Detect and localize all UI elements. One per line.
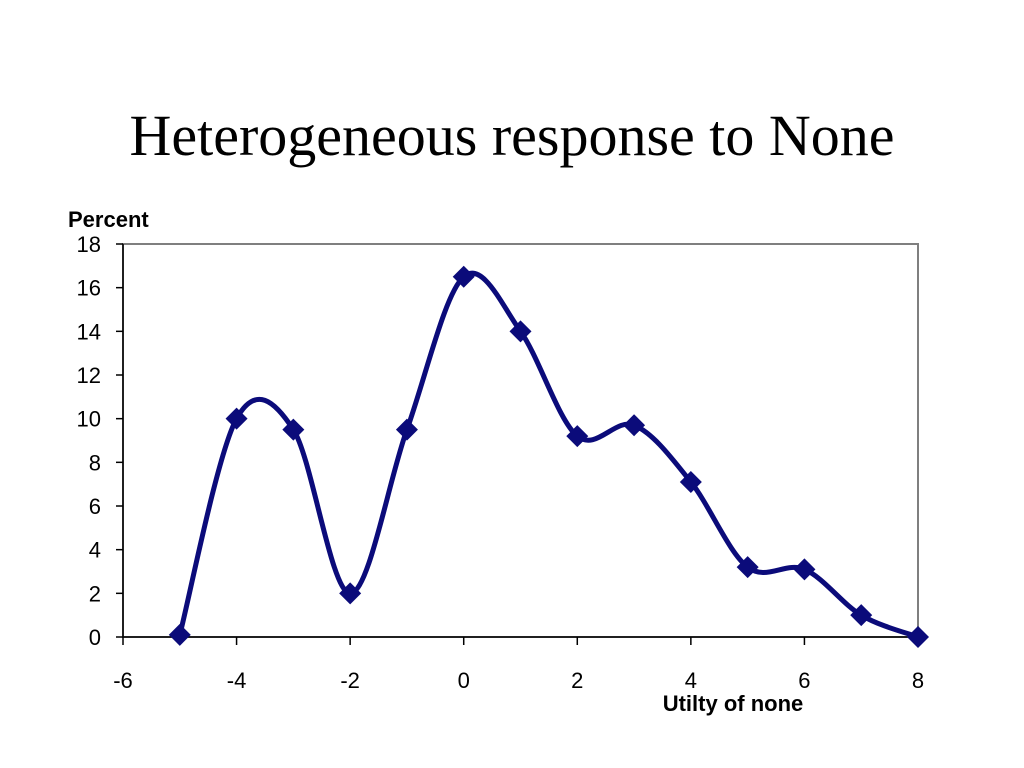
y-tick-label: 18 [77,232,101,257]
x-tick-label: -6 [113,668,133,693]
x-tick-label: 2 [571,668,583,693]
y-tick-label: 0 [89,625,101,650]
data-point-marker [736,556,759,579]
data-markers [168,265,929,648]
plot-frame [122,243,919,638]
data-point-marker [793,558,816,581]
x-axis-title: Utilty of none [663,691,804,716]
data-point-marker [850,604,873,627]
y-tick-label: 14 [77,319,101,344]
data-point-marker [168,623,191,646]
y-tick-label: 10 [77,407,101,432]
data-point-marker [395,418,418,441]
x-tick-label: 8 [912,668,924,693]
y-tick-label: 4 [89,538,101,563]
series-line [177,270,921,640]
y-tick-label: 2 [89,581,101,606]
x-tick-label: -4 [227,668,247,693]
y-ticks: 0 2 4 6 8 10 12 14 16 18 [77,232,123,650]
x-tick-label: 4 [685,668,697,693]
x-tick-label: -2 [340,668,360,693]
data-point-marker [339,582,362,605]
data-point-marker [907,626,929,648]
y-tick-label: 6 [89,494,101,519]
y-tick-label: 8 [89,450,101,475]
data-point-marker [452,265,475,288]
y-tick-label: 16 [77,276,101,301]
y-tick-label: 12 [77,363,101,388]
x-ticks: -6 -4 -2 0 2 4 6 8 [113,637,924,693]
data-point-marker [509,320,532,343]
data-point-marker [623,414,646,437]
data-point-marker [679,470,702,493]
page-title: Heterogeneous response to None [129,103,895,168]
x-tick-label: 6 [798,668,810,693]
data-point-marker [282,418,305,441]
data-point-marker [225,407,248,430]
y-axis-title: Percent [68,207,149,232]
data-point-marker [566,425,589,448]
x-tick-label: 0 [458,668,470,693]
